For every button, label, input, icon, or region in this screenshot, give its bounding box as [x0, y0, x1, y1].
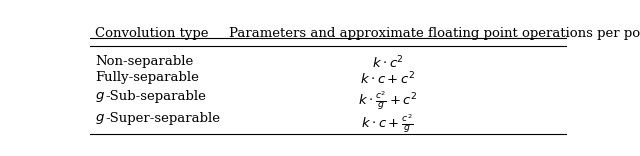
Text: $g$: $g$	[95, 112, 105, 126]
Text: $k \cdot c + c^2$: $k \cdot c + c^2$	[360, 71, 415, 88]
Text: -Sub-separable: -Sub-separable	[106, 90, 207, 103]
Text: Fully-separable: Fully-separable	[95, 71, 199, 84]
Text: -Super-separable: -Super-separable	[106, 112, 221, 125]
Text: $k \cdot c^2$: $k \cdot c^2$	[372, 55, 403, 71]
Text: Parameters and approximate floating point operations per position: Parameters and approximate floating poin…	[229, 27, 640, 40]
Text: $k \cdot \frac{c^2}{g} + c^2$: $k \cdot \frac{c^2}{g} + c^2$	[358, 90, 417, 112]
Text: Non-separable: Non-separable	[95, 55, 193, 68]
Text: $g$: $g$	[95, 90, 105, 104]
Text: $k \cdot c + \frac{c^2}{g}$: $k \cdot c + \frac{c^2}{g}$	[362, 112, 413, 135]
Text: Convolution type: Convolution type	[95, 27, 209, 40]
